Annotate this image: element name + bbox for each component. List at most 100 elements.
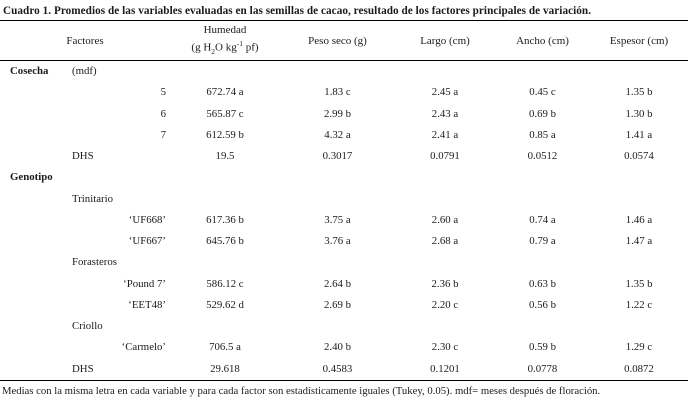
factor-level-label	[72, 167, 166, 188]
factor-level-label: 5	[160, 86, 166, 99]
value-cell-ancho	[495, 167, 590, 188]
factor-cell: ‘Carmelo’	[0, 337, 170, 358]
table-row: 7 612.59 b 4.32 a 2.41 a 0.85 a 1.41 a	[0, 125, 688, 146]
factor-level-label: ‘UF667’	[128, 235, 166, 248]
value-cell-espesor: 1.30 b	[625, 107, 653, 120]
table-row: Trinitario	[0, 189, 688, 210]
value-cell-ancho: 0.63 b	[529, 277, 556, 290]
value-cell-humedad: 617.36 b	[206, 213, 244, 226]
factor-cell: 5	[0, 82, 170, 103]
value-cell-peso-seco	[280, 252, 395, 273]
value-cell-espesor: 0.0574	[624, 150, 654, 163]
value-cell-largo	[395, 316, 495, 337]
value-cell-peso-seco: 2.99 b	[324, 107, 351, 120]
factor-sub-label: DHS	[72, 150, 94, 163]
value-cell-espesor	[590, 61, 688, 83]
value-cell-espesor: 1.47 a	[625, 235, 653, 248]
factor-level-label: ‘Carmelo’	[121, 341, 166, 354]
value-cell-largo: 2.20 c	[431, 298, 459, 311]
humedad-unit-superscript: -1	[236, 38, 243, 48]
table-row: ‘UF667’ 645.76 b 3.76 a 2.68 a 0.79 a 1.47 a	[0, 231, 688, 252]
data-table: Factores Humedad (g H2O kg-1 pf) Peso se…	[0, 21, 688, 381]
col-header-espesor: Espesor (cm)	[590, 21, 688, 61]
factor-level-label	[94, 359, 170, 380]
factor-cell: ‘UF668’	[0, 210, 170, 231]
humedad-unit: (g H2O kg-1 pf)	[170, 37, 280, 58]
value-cell-peso-seco	[280, 167, 395, 188]
value-cell-ancho: 0.0778	[527, 362, 558, 375]
factor-level-label: ‘EET48’	[128, 298, 166, 311]
factor-cell: ‘EET48’	[0, 295, 170, 316]
value-cell-espesor: 1.35 b	[625, 86, 653, 99]
value-cell-espesor	[590, 252, 688, 273]
value-cell-peso-seco	[280, 316, 395, 337]
table-row: Genotipo	[0, 167, 688, 188]
factor-group-label	[0, 104, 72, 125]
factor-group-label	[0, 231, 72, 252]
factor-level-label	[117, 252, 170, 273]
col-header-ancho: Ancho (cm)	[495, 21, 590, 61]
table-row: DHS 19.5 0.3017 0.0791 0.0512 0.0574	[0, 146, 688, 167]
table-body: Cosecha (mdf) 5 672.74 a 1.83 c 2.45 a 0.45 c 1…	[0, 61, 688, 381]
factor-group-label: Genotipo	[10, 171, 53, 184]
table-row: ‘UF668’ 617.36 b 3.75 a 2.60 a 0.74 a 1.46 a	[0, 210, 688, 231]
factor-level-label	[103, 316, 170, 337]
factor-sub-label: Criollo	[72, 320, 103, 333]
value-cell-espesor: 1.46 a	[625, 213, 653, 226]
value-cell-ancho: 0.45 c	[529, 86, 556, 99]
header-row: Factores Humedad (g H2O kg-1 pf) Peso se…	[0, 21, 688, 61]
factor-group-label	[0, 316, 72, 337]
value-cell-humedad: 672.74 a	[206, 86, 244, 99]
table-row: Criollo	[0, 316, 688, 337]
value-cell-espesor	[590, 189, 688, 210]
value-cell-ancho: 0.79 a	[529, 235, 556, 248]
value-cell-largo: 0.1201	[430, 362, 460, 375]
value-cell-espesor: 1.29 c	[625, 341, 653, 354]
factor-cell: ‘UF667’	[0, 231, 170, 252]
col-header-largo: Largo (cm)	[395, 21, 495, 61]
factor-group-label: Cosecha	[10, 65, 49, 77]
value-cell-largo: 2.30 c	[431, 341, 459, 354]
factor-group-label	[0, 146, 72, 167]
value-cell-peso-seco	[280, 189, 395, 210]
factor-group-label	[0, 125, 72, 146]
value-cell-humedad: 645.76 b	[206, 235, 244, 248]
table-row: Cosecha (mdf)	[0, 61, 688, 83]
value-cell-largo: 2.41 a	[431, 128, 459, 141]
value-cell-ancho: 0.74 a	[529, 213, 556, 226]
factor-level-label	[97, 61, 170, 82]
value-cell-humedad: 29.618	[210, 362, 240, 375]
value-cell-humedad	[170, 252, 280, 273]
value-cell-ancho	[495, 189, 590, 210]
value-cell-espesor: 0.0872	[624, 362, 654, 375]
value-cell-humedad	[170, 167, 280, 188]
factor-group-label	[0, 274, 72, 295]
value-cell-largo: 2.68 a	[431, 235, 459, 248]
value-cell-peso-seco	[280, 61, 395, 83]
factor-sub-label: Forasteros	[72, 256, 117, 269]
value-cell-humedad: 19.5	[215, 150, 235, 163]
value-cell-humedad: 612.59 b	[206, 128, 244, 141]
factor-cell: DHS	[0, 359, 170, 381]
factor-sub-label: Trinitario	[72, 192, 113, 205]
factor-sub-label: (mdf)	[72, 65, 97, 77]
value-cell-peso-seco: 0.3017	[322, 150, 353, 163]
footnote: Medias con la misma letra en cada variab…	[2, 385, 601, 398]
value-cell-ancho: 0.56 b	[529, 298, 556, 311]
value-cell-peso-seco: 2.64 b	[324, 277, 351, 290]
factor-cell: Trinitario	[0, 189, 170, 210]
table-row: DHS 29.618 0.4583 0.1201 0.0778 0.0872	[0, 359, 688, 381]
value-cell-peso-seco: 2.69 b	[324, 298, 351, 311]
value-cell-largo	[395, 61, 495, 83]
table-row: ‘EET48’ 529.62 d 2.69 b 2.20 c 0.56 b 1.22 c	[0, 295, 688, 316]
table-row: Forasteros	[0, 252, 688, 273]
factor-cell: Forasteros	[0, 252, 170, 273]
value-cell-espesor	[590, 167, 688, 188]
value-cell-peso-seco: 0.4583	[322, 362, 353, 375]
factor-sub-label: DHS	[72, 362, 94, 375]
factor-cell: ‘Pound 7’	[0, 274, 170, 295]
factor-level-label	[113, 189, 170, 210]
value-cell-peso-seco: 3.76 a	[324, 235, 351, 248]
value-cell-largo: 2.36 b	[431, 277, 459, 290]
